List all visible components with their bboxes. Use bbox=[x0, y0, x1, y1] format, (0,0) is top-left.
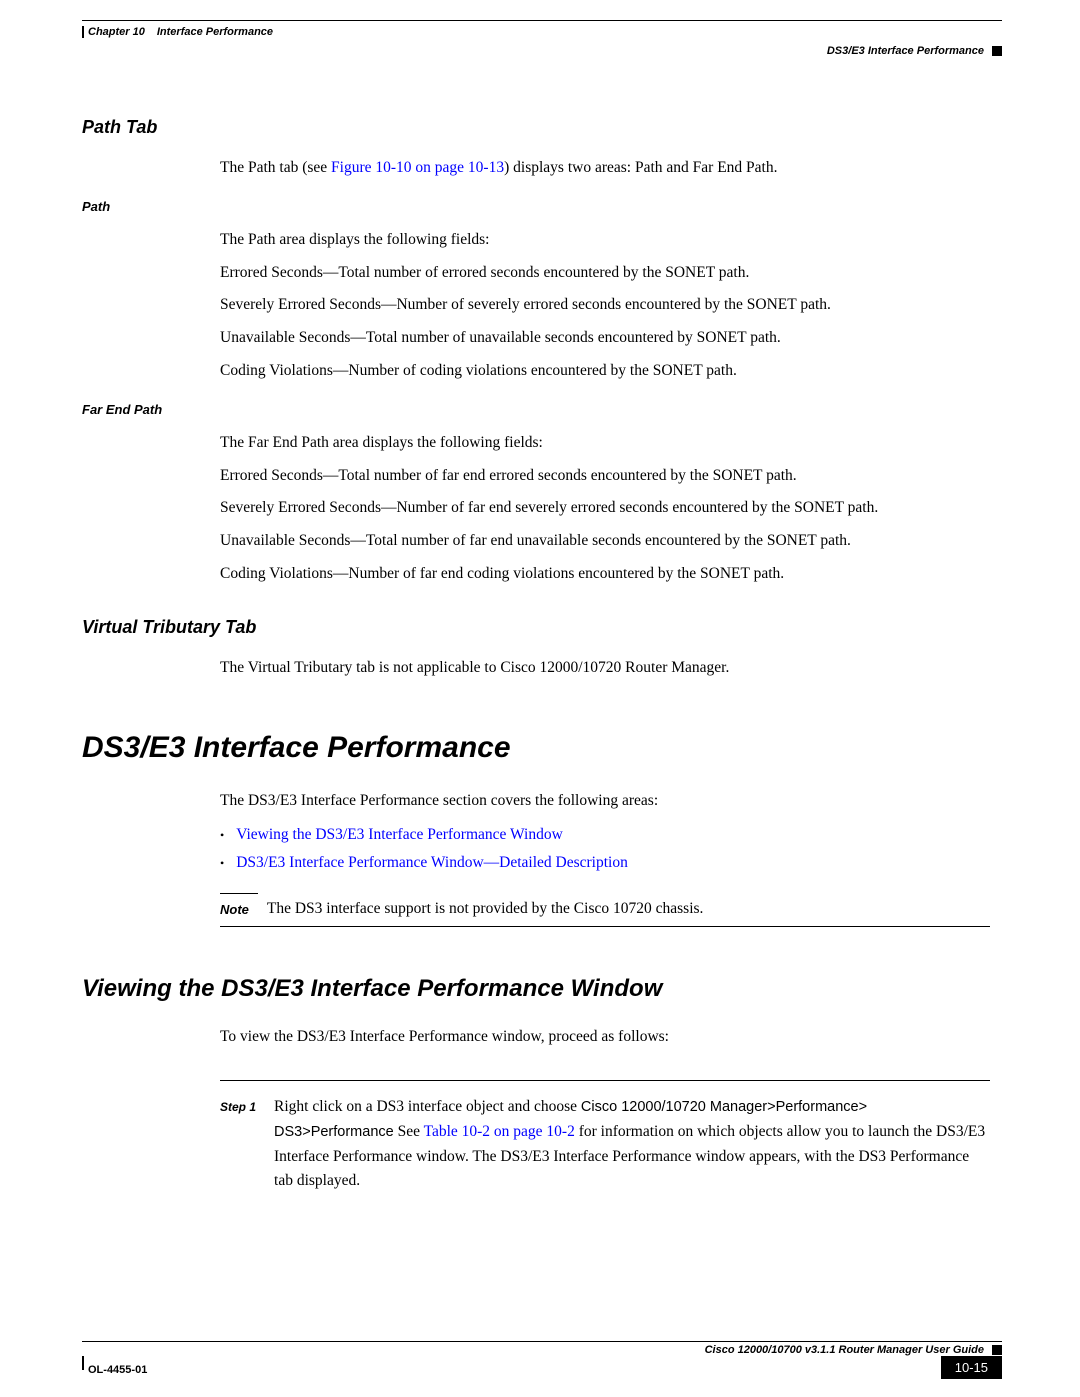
note-block: Note The DS3 interface support is not pr… bbox=[220, 893, 990, 927]
header-rule bbox=[82, 20, 1002, 21]
heading-far-end-path: Far End Path bbox=[82, 402, 1002, 417]
breadcrumb-row: DS3/E3 Interface Performance bbox=[82, 45, 1002, 57]
chapter-number: Chapter 10 bbox=[88, 26, 145, 38]
heading-viewing-ds3e3: Viewing the DS3/E3 Interface Performance… bbox=[82, 975, 1002, 1003]
note-label: Note bbox=[220, 900, 249, 918]
footer: Cisco 12000/10700 v3.1.1 Router Manager … bbox=[82, 1341, 1002, 1379]
text: The Path tab (see bbox=[220, 159, 331, 176]
vt-body: The Virtual Tributary tab is not applica… bbox=[220, 656, 990, 681]
page: Chapter 10 Interface Performance DS3/E3 … bbox=[82, 20, 1002, 1194]
view-intro: To view the DS3/E3 Interface Performance… bbox=[220, 1025, 990, 1050]
heading-ds3e3: DS3/E3 Interface Performance bbox=[82, 731, 1002, 765]
heading-path: Path bbox=[82, 199, 1002, 214]
text: Right click on a DS3 interface object an… bbox=[274, 1098, 581, 1115]
ds3-body: The DS3/E3 Interface Performance section… bbox=[220, 789, 990, 878]
bullet-link[interactable]: Viewing the DS3/E3 Interface Performance… bbox=[236, 821, 563, 849]
bullet-item: • Viewing the DS3/E3 Interface Performan… bbox=[220, 821, 990, 849]
path-line: Severely Errored Seconds—Number of sever… bbox=[220, 293, 990, 318]
far-line: Severely Errored Seconds—Number of far e… bbox=[220, 496, 990, 521]
footer-guide-title: Cisco 12000/10700 v3.1.1 Router Manager … bbox=[705, 1344, 984, 1356]
path-tab-intro: The Path tab (see Figure 10-10 on page 1… bbox=[220, 156, 990, 181]
note-text: The DS3 interface support is not provide… bbox=[267, 900, 704, 918]
step-row: Step 1 Right click on a DS3 interface ob… bbox=[220, 1095, 990, 1194]
path-line: Errored Seconds—Total number of errored … bbox=[220, 261, 990, 286]
path-intro: The Path area displays the following fie… bbox=[220, 228, 990, 253]
heading-virtual-tributary: Virtual Tributary Tab bbox=[82, 617, 1002, 638]
ds3-bullets: • Viewing the DS3/E3 Interface Performan… bbox=[220, 821, 990, 877]
footer-marker-icon bbox=[992, 1345, 1002, 1355]
far-end-body: The Far End Path area displays the follo… bbox=[220, 431, 990, 587]
footer-rule bbox=[82, 1341, 1002, 1342]
path-line: Coding Violations—Number of coding viola… bbox=[220, 359, 990, 384]
far-line: Coding Violations—Number of far end codi… bbox=[220, 562, 990, 587]
note-rule-top bbox=[220, 893, 258, 894]
note-row: Note The DS3 interface support is not pr… bbox=[220, 900, 990, 918]
breadcrumb: DS3/E3 Interface Performance bbox=[827, 45, 984, 57]
heading-path-tab: Path Tab bbox=[82, 117, 1002, 138]
text: See bbox=[394, 1123, 424, 1140]
footer-vbar bbox=[82, 1356, 84, 1370]
content: Path Tab The Path tab (see Figure 10-10 … bbox=[82, 117, 1002, 1194]
far-line: Errored Seconds—Total number of far end … bbox=[220, 464, 990, 489]
header-row: Chapter 10 Interface Performance bbox=[82, 23, 1002, 41]
path-tab-body: The Path tab (see Figure 10-10 on page 1… bbox=[220, 156, 990, 181]
footer-doc-id: OL-4455-01 bbox=[88, 1364, 147, 1376]
figure-link[interactable]: Figure 10-10 on page 10-13 bbox=[331, 159, 504, 176]
step-label: Step 1 bbox=[220, 1095, 256, 1194]
path-body: The Path area displays the following fie… bbox=[220, 228, 990, 384]
vt-text: The Virtual Tributary tab is not applica… bbox=[220, 656, 990, 681]
far-intro: The Far End Path area displays the follo… bbox=[220, 431, 990, 456]
bullet-icon: • bbox=[220, 849, 224, 877]
far-line: Unavailable Seconds—Total number of far … bbox=[220, 529, 990, 554]
step-rule bbox=[220, 1080, 990, 1081]
bullet-icon: • bbox=[220, 821, 224, 849]
footer-row2: OL-4455-01 10-15 bbox=[82, 1356, 1002, 1379]
text: ) displays two areas: Path and Far End P… bbox=[504, 159, 777, 176]
step-block: Step 1 Right click on a DS3 interface ob… bbox=[220, 1080, 990, 1194]
note-rule-bottom bbox=[220, 926, 990, 927]
view-body: To view the DS3/E3 Interface Performance… bbox=[220, 1025, 990, 1050]
step-text: Right click on a DS3 interface object an… bbox=[274, 1095, 990, 1194]
ds3-intro: The DS3/E3 Interface Performance section… bbox=[220, 789, 990, 814]
chapter-title: Interface Performance bbox=[157, 26, 273, 38]
path-line: Unavailable Seconds—Total number of unav… bbox=[220, 326, 990, 351]
header-vbar bbox=[82, 26, 84, 38]
table-link[interactable]: Table 10-2 on page 10-2 bbox=[424, 1123, 575, 1140]
header-marker-icon bbox=[992, 46, 1002, 56]
bullet-link[interactable]: DS3/E3 Interface Performance Window—Deta… bbox=[236, 849, 628, 877]
footer-row: Cisco 12000/10700 v3.1.1 Router Manager … bbox=[82, 1344, 1002, 1356]
page-number: 10-15 bbox=[941, 1356, 1002, 1379]
bullet-item: • DS3/E3 Interface Performance Window—De… bbox=[220, 849, 990, 877]
